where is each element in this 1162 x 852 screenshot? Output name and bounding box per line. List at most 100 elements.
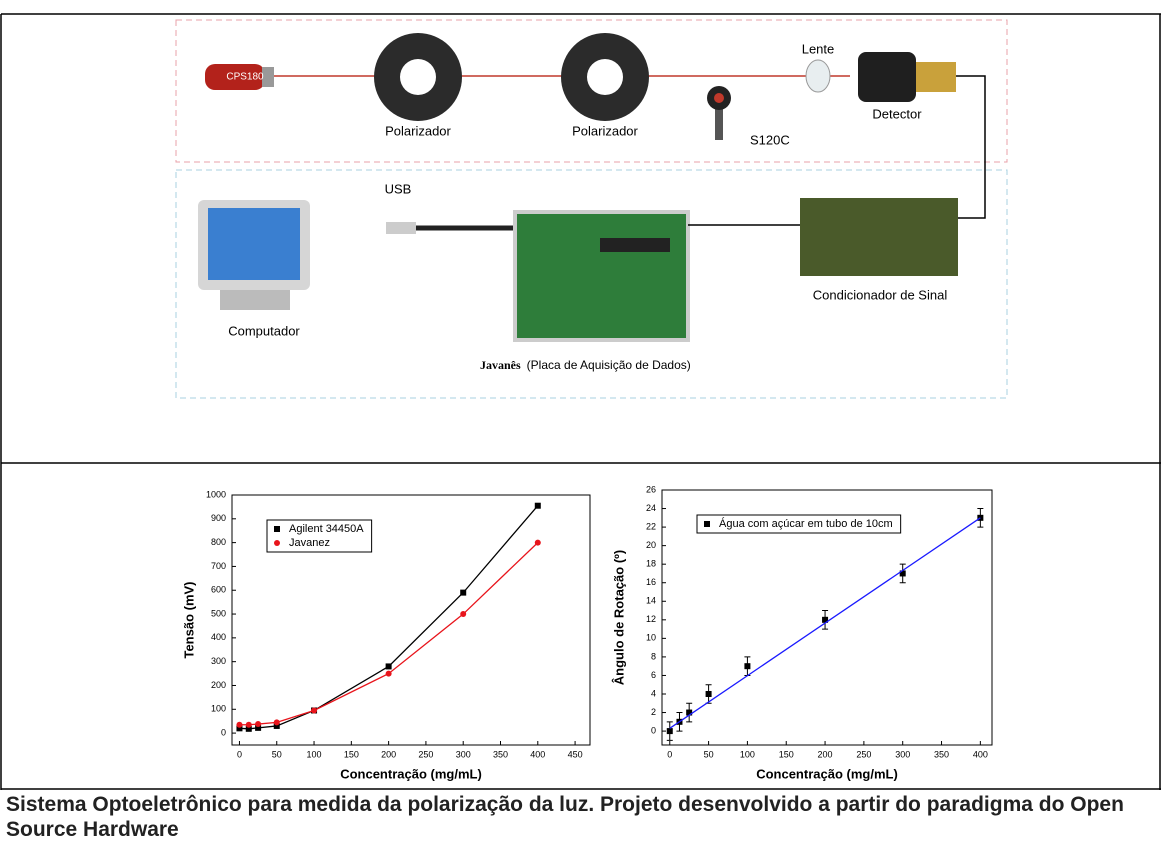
y-tick-label: 8 [651, 651, 656, 661]
x-tick-label: 450 [568, 749, 583, 759]
x-tick-label: 250 [418, 749, 433, 759]
marker [460, 590, 466, 596]
lens [806, 60, 830, 92]
y-tick-label: 1000 [206, 489, 226, 499]
x-tick-label: 100 [307, 749, 322, 759]
marker [386, 663, 392, 669]
marker [236, 722, 242, 728]
y-tick-label: 100 [211, 704, 226, 714]
diagram-label: Polarizador [572, 123, 638, 138]
diagram: CPS180 Polarizador Polarizador S120C Len… [176, 20, 1007, 398]
screen [208, 208, 300, 280]
x-tick-label: 350 [934, 749, 949, 759]
marker [706, 691, 712, 697]
diagram-label: (Placa de Aquisição de Dados) [527, 358, 691, 372]
diagram-label: S120C [750, 132, 790, 147]
diagram-label: USB [385, 181, 412, 196]
y-tick-label: 10 [646, 633, 656, 643]
fit-line [239, 543, 537, 725]
marker [246, 722, 252, 728]
x-tick-label: 150 [344, 749, 359, 759]
x-tick-label: 300 [895, 749, 910, 759]
marker [667, 728, 673, 734]
conditioner-board [800, 198, 958, 276]
y-tick-label: 6 [651, 670, 656, 680]
y-tick-label: 22 [646, 521, 656, 531]
x-tick-label: 350 [493, 749, 508, 759]
y-tick-label: 200 [211, 680, 226, 690]
y-tick-label: 0 [221, 727, 226, 737]
monitor-stand [220, 290, 290, 310]
page: CPS180 Polarizador Polarizador S120C Len… [0, 0, 1162, 852]
marker [535, 503, 541, 509]
y-tick-label: 300 [211, 656, 226, 666]
diagram-label: Polarizador [385, 123, 451, 138]
cable [956, 76, 985, 218]
diagram-label: Javanês [480, 358, 521, 372]
marker [744, 663, 750, 669]
y-tick-label: 24 [646, 503, 656, 513]
x-tick-label: 400 [530, 749, 545, 759]
legend: Água com açúcar em tubo de 10cm [697, 515, 901, 533]
x-axis-label: Concentração (mg/mL) [340, 766, 482, 781]
y-axis-label: Ângulo de Rotação (º) [611, 550, 626, 685]
x-tick-label: 0 [667, 749, 672, 759]
fit-line [670, 518, 981, 728]
y-tick-label: 400 [211, 632, 226, 642]
diagram-label: Computador [228, 323, 300, 338]
x-axis-label: Concentração (mg/mL) [756, 766, 898, 781]
legend-marker [704, 521, 710, 527]
marker [535, 540, 541, 546]
marker [311, 707, 317, 713]
y-tick-label: 600 [211, 585, 226, 595]
y-tick-label: 800 [211, 537, 226, 547]
x-tick-label: 300 [456, 749, 471, 759]
x-tick-label: 400 [973, 749, 988, 759]
y-tick-label: 4 [651, 688, 656, 698]
x-tick-label: 150 [779, 749, 794, 759]
y-tick-label: 16 [646, 577, 656, 587]
x-tick-label: 0 [237, 749, 242, 759]
y-tick-label: 500 [211, 608, 226, 618]
legend-label: Água com açúcar em tubo de 10cm [719, 517, 893, 530]
marker [386, 671, 392, 677]
legend-label: Agilent 34450A [289, 523, 364, 535]
x-tick-label: 50 [704, 749, 714, 759]
polarizer-hole [587, 59, 623, 95]
legend-marker [274, 526, 280, 532]
x-tick-label: 250 [856, 749, 871, 759]
y-tick-label: 700 [211, 561, 226, 571]
y-tick-label: 14 [646, 596, 656, 606]
daq-board [515, 212, 688, 340]
y-tick-label: 2 [651, 707, 656, 717]
x-tick-label: 100 [740, 749, 755, 759]
x-tick-label: 200 [818, 749, 833, 759]
caption: Sistema Optoeletrônico para medida da po… [6, 792, 1156, 842]
legend-marker [274, 540, 280, 546]
diagram-label: Javanês (Placa de Aquisição de Dados) [480, 358, 691, 372]
y-tick-label: 26 [646, 484, 656, 494]
diagram-label: CPS180 [226, 72, 264, 83]
detector [858, 52, 916, 102]
laser-tip [262, 67, 274, 87]
y-axis-label: Tensão (mV) [181, 581, 196, 658]
diagram-label: Detector [872, 106, 922, 121]
diagram-label: Lente [802, 41, 835, 56]
y-tick-label: 900 [211, 513, 226, 523]
legend-label: Javanez [289, 537, 330, 549]
polarizer-hole [400, 59, 436, 95]
figure: CPS180 Polarizador Polarizador S120C Len… [0, 0, 1162, 790]
y-tick-label: 12 [646, 614, 656, 624]
y-tick-label: 20 [646, 540, 656, 550]
detector-connector [916, 62, 956, 92]
marker [255, 721, 261, 727]
chip [600, 238, 670, 252]
marker [460, 611, 466, 617]
x-tick-label: 50 [272, 749, 282, 759]
marker [274, 719, 280, 725]
y-tick-label: 18 [646, 559, 656, 569]
usb-plug [386, 222, 416, 234]
x-tick-label: 200 [381, 749, 396, 759]
legend: Agilent 34450A Javanez [267, 520, 372, 552]
filter-center [714, 93, 724, 103]
